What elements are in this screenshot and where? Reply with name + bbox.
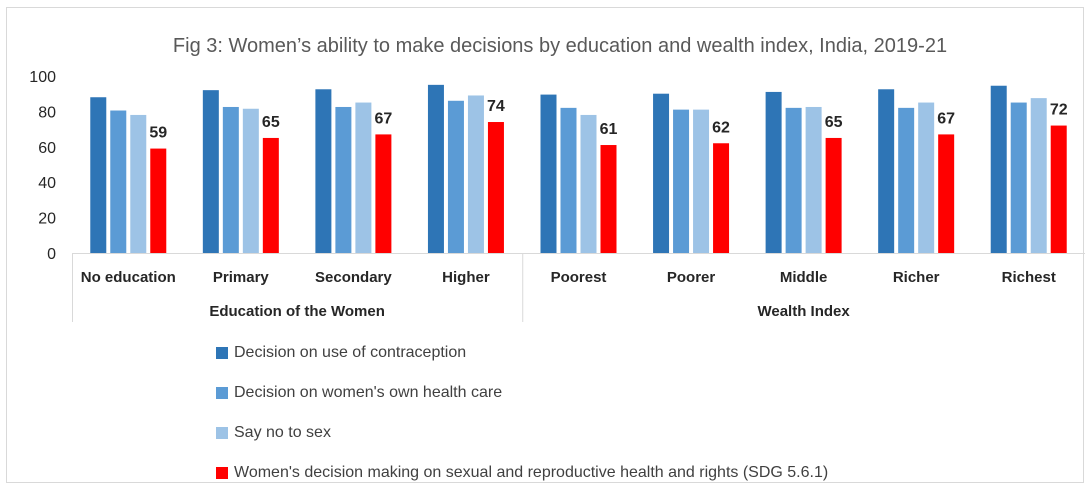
- bar: [825, 137, 842, 253]
- bar: [673, 109, 690, 253]
- y-tick-label: 100: [29, 69, 56, 86]
- data-label: 61: [600, 121, 618, 138]
- x-group-label: Wealth Index: [757, 303, 850, 320]
- data-label: 72: [1050, 102, 1068, 119]
- y-tick-label: 80: [38, 104, 56, 121]
- bar: [375, 134, 392, 253]
- x-category-label: Richer: [893, 269, 940, 286]
- bar: [878, 89, 895, 254]
- legend-item: Women's decision making on sexual and re…: [216, 460, 828, 486]
- x-category-label: Richest: [1002, 269, 1056, 286]
- x-category-label: Poorer: [667, 269, 716, 286]
- y-tick-label: 20: [38, 211, 56, 228]
- bar: [242, 108, 259, 254]
- data-label: 65: [262, 114, 280, 131]
- bar: [693, 109, 710, 253]
- bar: [202, 90, 219, 253]
- bar: [90, 97, 107, 254]
- bar: [785, 107, 802, 253]
- y-tick-label: 0: [47, 246, 56, 263]
- x-category-label: Primary: [213, 269, 270, 286]
- chart-area: Fig 3: Women’s ability to make decisions…: [29, 35, 1085, 322]
- bar: [487, 122, 504, 254]
- bar: [335, 106, 352, 253]
- data-label: 62: [712, 119, 730, 136]
- y-axis: 0 20 40 60 80 100: [29, 69, 56, 263]
- legend-swatch: [216, 387, 228, 399]
- x-group-label: Education of the Women: [209, 303, 385, 320]
- bar: [580, 114, 597, 253]
- x-category-label: Secondary: [315, 269, 392, 286]
- data-label: 67: [374, 110, 392, 127]
- x-category-label: Higher: [442, 269, 490, 286]
- legend-label: Decision on women's own health care: [234, 384, 503, 401]
- data-label: 59: [149, 125, 167, 142]
- bar: [1010, 102, 1027, 253]
- bar: [130, 114, 147, 253]
- bar: [150, 148, 167, 253]
- data-label: 74: [487, 98, 505, 115]
- y-tick-label: 60: [38, 140, 56, 157]
- bar: [653, 93, 670, 253]
- bar: [1050, 125, 1067, 253]
- legend-label: Say no to sex: [234, 424, 331, 441]
- bar: [938, 134, 955, 253]
- bar: [560, 107, 577, 253]
- x-category-label: Poorest: [551, 269, 607, 286]
- data-labels: 59 65 67 74 61 62 65 67 72: [149, 98, 1067, 142]
- bar: [110, 110, 127, 253]
- bar: [898, 107, 915, 253]
- bar: [467, 95, 484, 253]
- bars: [90, 84, 1067, 254]
- y-tick-label: 40: [38, 175, 56, 192]
- legend-item: Decision on use of contraception: [216, 340, 828, 366]
- data-label: 65: [825, 114, 843, 131]
- legend-label: Decision on use of contraception: [234, 344, 467, 361]
- legend-item: Decision on women's own health care: [216, 380, 828, 406]
- legend-swatch: [216, 467, 228, 479]
- bar: [918, 102, 935, 253]
- x-category-label: No education: [81, 269, 176, 286]
- bar: [805, 106, 822, 253]
- legend-swatch: [216, 427, 228, 439]
- bar: [600, 145, 617, 253]
- chart-title: Fig 3: Women’s ability to make decisions…: [173, 35, 947, 57]
- bar: [713, 143, 730, 253]
- bar: [222, 106, 239, 253]
- legend-item: Say no to sex: [216, 420, 828, 446]
- bar: [427, 84, 444, 253]
- legend: Decision on use of contraception Decision…: [216, 340, 828, 500]
- legend-swatch: [216, 347, 228, 359]
- legend-label: Women's decision making on sexual and re…: [234, 464, 829, 481]
- bar: [262, 137, 279, 253]
- x-axis: No education Primary Secondary Higher Poores…: [72, 253, 1085, 322]
- bar: [540, 94, 557, 254]
- bar: [765, 91, 782, 254]
- data-label: 67: [937, 110, 955, 127]
- bar: [447, 100, 464, 253]
- bar: [355, 102, 372, 253]
- bar: [990, 85, 1007, 253]
- x-category-label: Middle: [780, 269, 828, 286]
- bar: [1030, 98, 1047, 253]
- bar: [315, 89, 332, 254]
